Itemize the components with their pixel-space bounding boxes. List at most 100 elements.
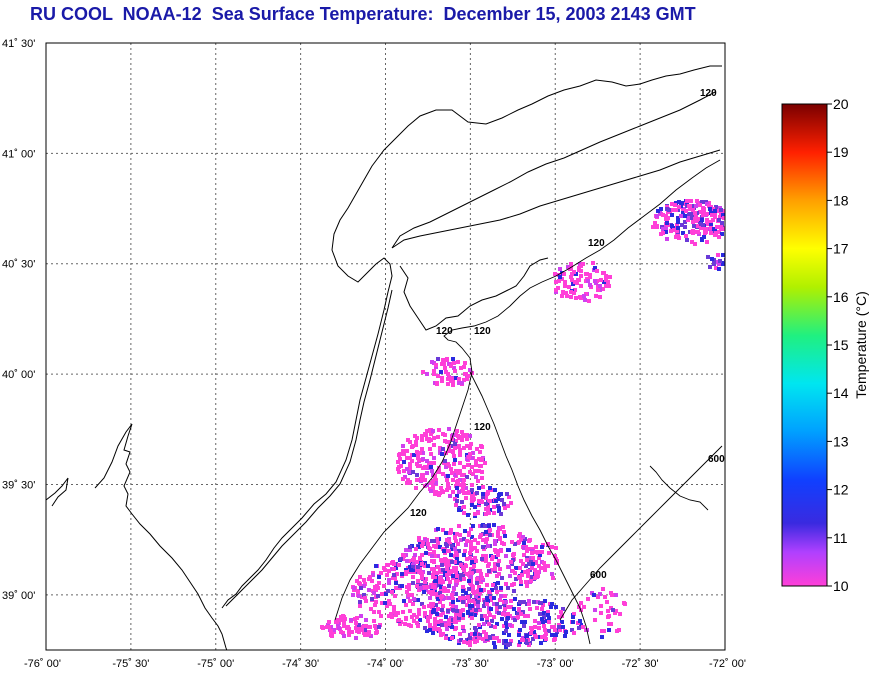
sst-pixel: [451, 608, 455, 612]
sst-pixel: [511, 553, 515, 557]
sst-pixel: [444, 531, 448, 535]
sst-pixel: [508, 574, 512, 578]
sst-pixel: [493, 488, 497, 492]
sst-pixel: [552, 638, 556, 642]
sst-pixel: [543, 568, 547, 572]
sst-pixel: [605, 600, 609, 604]
sst-pixel: [414, 547, 418, 551]
sst-pixel: [709, 231, 713, 235]
sst-pixel: [479, 588, 483, 592]
sst-pixel: [354, 636, 358, 640]
sst-pixel: [455, 557, 459, 561]
sst-pixel: [540, 617, 544, 621]
sst-pixel: [578, 619, 582, 623]
sst-pixel: [677, 236, 681, 240]
sst-pixel: [499, 586, 503, 590]
sst-pixel: [382, 584, 386, 588]
sst-pixel: [439, 585, 443, 589]
sst-pixel: [433, 620, 437, 624]
sst-pixel: [603, 595, 607, 599]
sst-pixel: [518, 600, 522, 604]
sst-pixel: [710, 257, 714, 261]
sst-pixel: [452, 454, 456, 458]
sst-pixel: [586, 597, 590, 601]
sst-pixel: [550, 633, 554, 637]
sst-pixel: [443, 459, 447, 463]
sst-pixel: [656, 209, 660, 213]
sst-pixel: [455, 429, 459, 433]
sst-pixel: [711, 218, 715, 222]
isobath-120m-shelf: [469, 371, 591, 645]
sst-pixel: [558, 628, 562, 632]
isobath-600m: [559, 445, 723, 621]
sst-pixel: [465, 539, 469, 543]
sst-pixel: [440, 623, 444, 627]
sst-pixel: [550, 572, 554, 576]
sst-pixel: [705, 218, 709, 222]
sst-pixel: [436, 597, 440, 601]
sst-pixel: [398, 457, 402, 461]
sst-pixel: [442, 549, 446, 553]
sst-pixel: [386, 563, 390, 567]
sst-pixel: [476, 479, 480, 483]
sst-pixel: [709, 226, 713, 230]
sst-pixel: [468, 551, 472, 555]
sst-pixel: [601, 587, 605, 591]
sst-pixel: [447, 584, 451, 588]
sst-pixel: [524, 564, 528, 568]
sst-pixel: [457, 508, 461, 512]
colorbar-tick-label: 13: [833, 433, 849, 449]
sst-pixel: [559, 610, 563, 614]
sst-pixel: [327, 620, 331, 624]
sst-pixel: [618, 612, 622, 616]
sst-pixel: [478, 569, 482, 573]
sst-pixel: [441, 447, 445, 451]
sst-pixel: [358, 600, 362, 604]
sst-pixel: [486, 564, 490, 568]
sst-pixel: [726, 224, 730, 228]
sst-pixel: [428, 628, 432, 632]
sst-pixel: [487, 590, 491, 594]
sst-pixel: [468, 470, 472, 474]
sst-pixel: [675, 229, 679, 233]
sst-pixel: [467, 531, 471, 535]
sst-pixel: [471, 589, 475, 593]
sst-pixel: [487, 499, 491, 503]
sst-pixel: [661, 213, 665, 217]
sst-pixel: [462, 483, 466, 487]
sst-pixel: [407, 593, 411, 597]
sst-pixel: [468, 452, 472, 456]
sst-pixel: [439, 613, 443, 617]
sst-pixel: [439, 595, 443, 599]
sst-pixel: [428, 596, 432, 600]
sst-pixel: [425, 483, 429, 487]
sst-pixel: [461, 608, 465, 612]
sst-pixel: [523, 614, 527, 618]
sst-pixel: [359, 586, 363, 590]
sst-pixel: [510, 583, 514, 587]
sst-pixel: [474, 459, 478, 463]
sst-pixel: [422, 585, 426, 589]
sst-pixel: [493, 562, 497, 566]
sst-pixel: [551, 576, 555, 580]
sst-pixel: [470, 503, 474, 507]
sst-pixel: [417, 536, 421, 540]
sst-pixel: [416, 579, 420, 583]
sst-pixel: [454, 439, 458, 443]
sst-pixel: [428, 447, 432, 451]
sst-pixel: [438, 576, 442, 580]
sst-pixel: [478, 464, 482, 468]
sst-pixel: [493, 542, 497, 546]
sst-pixel: [514, 577, 518, 581]
sst-pixel: [350, 630, 354, 634]
new-jersey-coastline: [221, 65, 722, 609]
sst-pixel: [429, 489, 433, 493]
sst-pixel: [448, 494, 452, 498]
sst-pixel: [561, 607, 565, 611]
sst-pixel: [408, 599, 412, 603]
sst-pixel: [713, 209, 717, 213]
sst-pixel: [470, 456, 474, 460]
sst-pixel: [457, 445, 461, 449]
sst-pixel: [561, 625, 565, 629]
